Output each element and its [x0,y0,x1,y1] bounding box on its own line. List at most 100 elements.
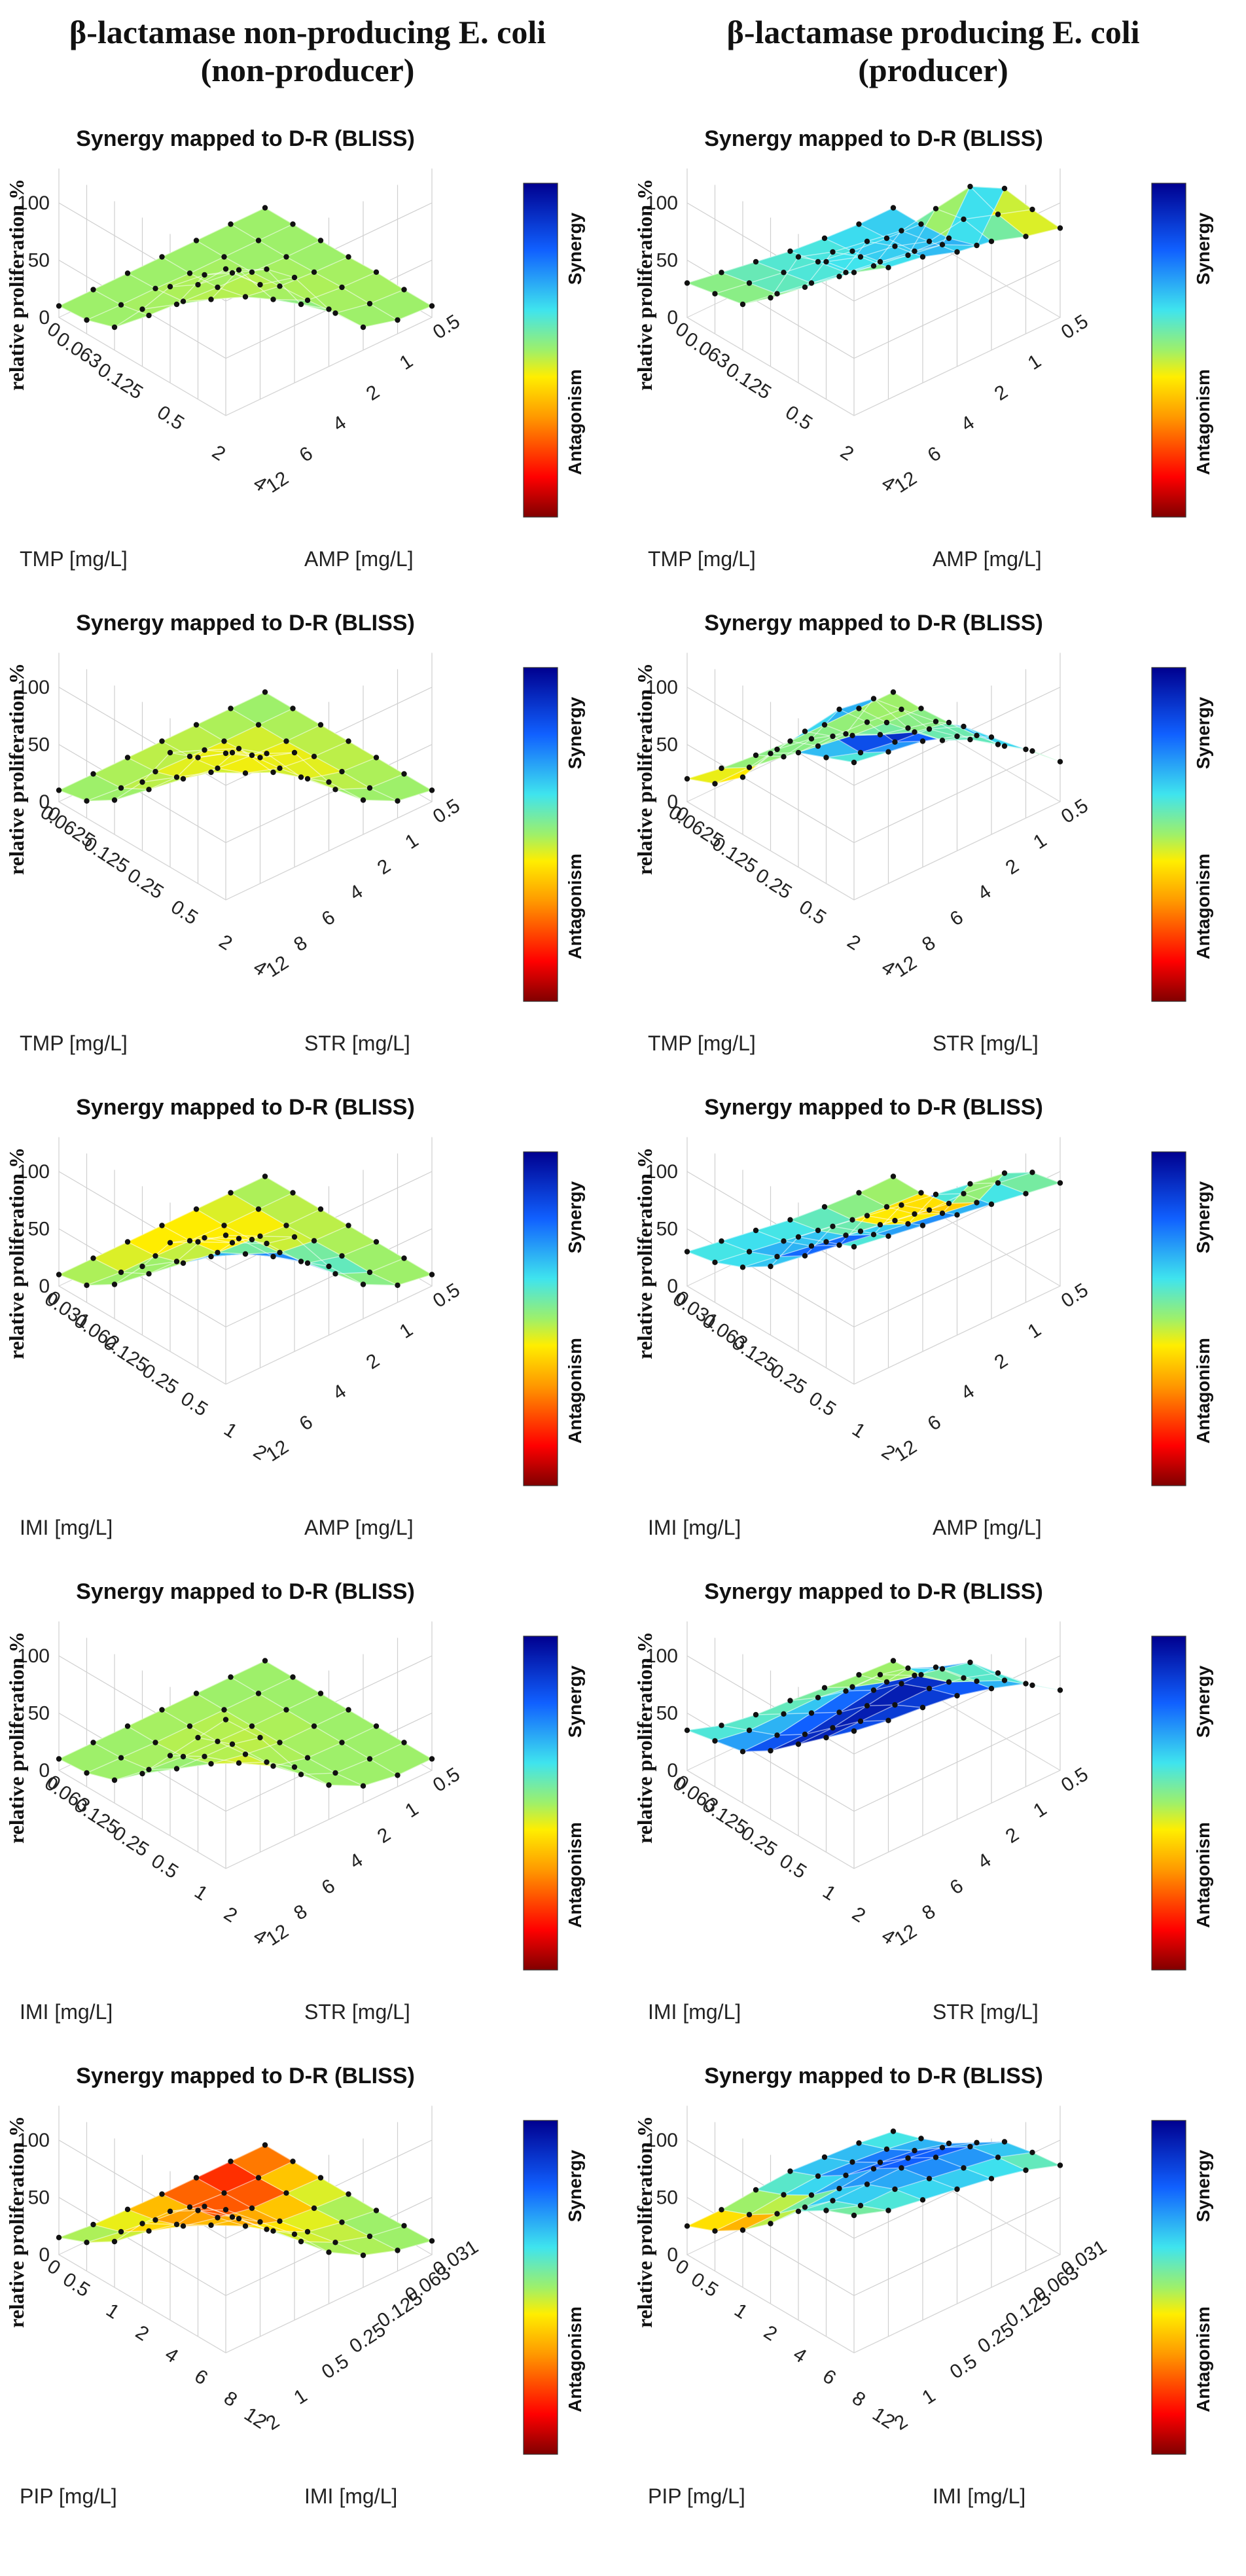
z-tick-label: 50 [28,1219,50,1240]
right-axis-tick: 0.5 [429,1763,464,1796]
data-point [830,1223,836,1229]
data-point [373,1723,380,1729]
data-point [988,1685,995,1692]
right-axis-tick: 8 [918,932,939,956]
data-point [919,738,926,744]
data-point [222,1717,229,1723]
data-point [111,2238,118,2245]
data-point [90,2221,96,2228]
colorbar [523,1151,558,1486]
right-axis-tick: 6 [924,1411,945,1435]
right-axis-label: AMP [mg/L] [933,547,1042,571]
z-axis-label: relative proliferation % [633,1632,656,1844]
data-point [899,1681,904,1687]
right-axis-tick: 12 [262,952,293,982]
data-point [193,1690,200,1696]
right-axis-tick: 2 [363,1350,383,1374]
right-axis-tick: 2 [991,381,1012,405]
data-point [202,1753,207,1759]
data-point [401,287,407,293]
data-point [836,1242,842,1248]
chart-panel-1: Synergy mapped to D-R (BLISS) 0 50 100 relat… [0,121,609,592]
right-axis-tick: 4 [974,1850,995,1874]
data-point [768,1263,774,1270]
data-point [311,2205,317,2211]
data-point [84,2240,90,2245]
data-point [332,1770,338,1776]
data-point [221,738,227,744]
data-point [802,728,808,734]
front-axis-tick: 6 [190,2365,211,2389]
data-point [228,1674,234,1680]
data-point [124,1723,131,1729]
data-point [283,254,289,260]
data-point [298,301,304,308]
data-point [856,1672,862,1678]
data-point [298,1259,304,1264]
front-axis-tick: 0.5 [153,401,188,434]
data-point [180,776,187,782]
data-point [823,2208,829,2213]
data-point [939,1666,946,1672]
front-axis-tick: 0.25 [124,865,168,903]
data-point [890,689,897,695]
right-axis-label: STR [mg/L] [933,2000,1039,2024]
data-point [836,274,842,279]
data-point [373,269,380,275]
right-axis-tick: 1 [1024,350,1045,374]
data-point [56,787,62,793]
front-axis-tick: 0.5 [781,401,816,434]
colorbar-synergy-label: Synergy [1193,696,1213,769]
data-point [870,2166,877,2172]
data-point [877,1222,883,1228]
data-point [332,310,338,316]
data-point [187,1238,193,1243]
data-point [291,1234,298,1240]
data-point [270,1253,276,1260]
data-point [215,2215,221,2221]
front-axis-label: TMP [mg/L] [20,1031,128,1055]
data-point [919,2197,926,2203]
data-point [311,269,317,275]
data-point [885,749,891,755]
data-point [111,1777,118,1783]
data-point [912,248,917,254]
data-point [712,2228,718,2234]
data-point [311,1723,317,1729]
right-axis-tick: 1 [396,350,417,374]
z-tick-label: 100 [645,1161,678,1183]
left-header-subtitle: (non-producer) [200,52,415,88]
front-axis-tick: 4 [789,2343,810,2367]
z-axis-label: relative proliferation % [633,179,656,391]
data-point [366,1269,373,1276]
colorbar-antagonism-label: Antagonism [565,2306,585,2412]
data-point [262,205,268,211]
data-point [187,2204,193,2210]
data-point [954,1692,960,1699]
data-point [802,1731,808,1738]
data-point [857,749,864,756]
data-point [401,2223,407,2228]
data-point [933,206,939,211]
data-point [173,301,180,308]
data-point [277,2218,283,2224]
front-axis-tick: 0.063 [681,328,734,373]
front-axis-tick: 1 [848,1419,869,1443]
data-point [890,2128,897,2134]
surface-chart: Synergy mapped to D-R (BLISS) 0 50 100relat… [5,611,585,1055]
data-point [187,753,193,759]
colorbar-antagonism-label: Antagonism [1193,2306,1213,2412]
right-axis-tick: 8 [918,1901,939,1925]
data-point [849,1684,855,1690]
front-axis-tick: 0.5 [177,1387,211,1420]
data-point [152,2217,158,2223]
data-point [849,2159,855,2165]
data-point [795,749,802,756]
data-point [429,1272,435,1278]
data-point [152,285,158,291]
z-axis-label: relative proliferation % [5,663,28,875]
data-point [774,1253,780,1260]
right-axis-label: STR [mg/L] [933,1031,1039,1055]
data-point [919,1704,926,1711]
data-point [228,2158,234,2164]
